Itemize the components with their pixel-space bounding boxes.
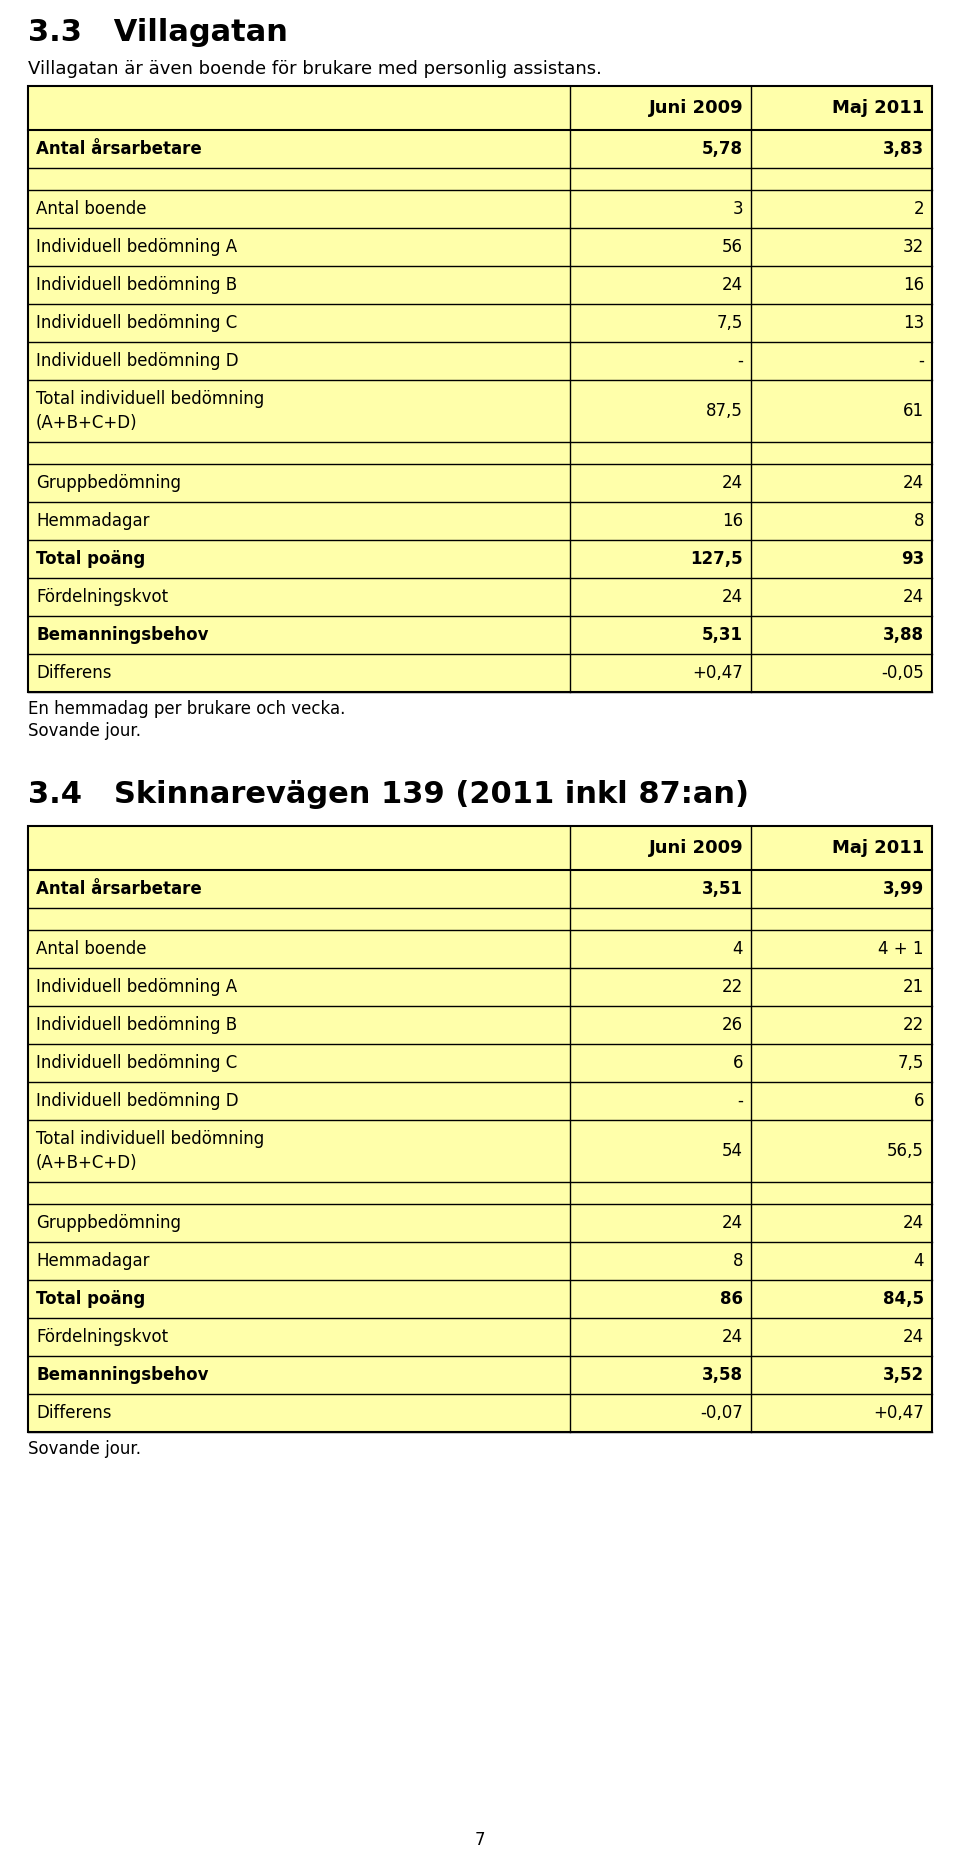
Text: Individuell bedömning B: Individuell bedömning B (36, 1016, 237, 1035)
Text: Differens: Differens (36, 1405, 111, 1422)
Text: 84,5: 84,5 (883, 1291, 924, 1308)
Text: Bemanningsbehov: Bemanningsbehov (36, 1366, 208, 1384)
Text: 8: 8 (732, 1252, 743, 1270)
Text: Antal boende: Antal boende (36, 940, 147, 958)
Text: 24: 24 (902, 588, 924, 605)
Text: 5,31: 5,31 (702, 626, 743, 644)
Text: 3,58: 3,58 (702, 1366, 743, 1384)
Text: 87,5: 87,5 (707, 402, 743, 420)
Text: 24: 24 (902, 1328, 924, 1347)
Text: 16: 16 (902, 276, 924, 293)
Text: Hemmadagar: Hemmadagar (36, 1252, 150, 1270)
Text: 8: 8 (914, 512, 924, 531)
Text: Fördelningskvot: Fördelningskvot (36, 1328, 168, 1347)
Text: 4: 4 (732, 940, 743, 958)
Text: Gruppbedömning: Gruppbedömning (36, 474, 181, 491)
Text: 24: 24 (722, 1214, 743, 1233)
Text: 21: 21 (902, 979, 924, 996)
Text: 13: 13 (902, 314, 924, 333)
Text: Individuell bedömning B: Individuell bedömning B (36, 276, 237, 293)
Text: Total individuell bedömning
(A+B+C+D): Total individuell bedömning (A+B+C+D) (36, 1130, 264, 1171)
Text: 26: 26 (722, 1016, 743, 1035)
Text: Individuell bedömning A: Individuell bedömning A (36, 237, 237, 256)
Bar (28, 826, 932, 1433)
Text: Maj 2011: Maj 2011 (831, 839, 924, 857)
Text: Individuell bedömning D: Individuell bedömning D (36, 351, 239, 370)
Text: -: - (737, 351, 743, 370)
Text: Antal boende: Antal boende (36, 200, 147, 219)
Text: 7: 7 (475, 1831, 485, 1849)
Text: Juni 2009: Juni 2009 (649, 839, 743, 857)
Text: 16: 16 (722, 512, 743, 531)
Text: 24: 24 (722, 588, 743, 605)
Text: Gruppbedömning: Gruppbedömning (36, 1214, 181, 1233)
Text: Bemanningsbehov: Bemanningsbehov (36, 626, 208, 644)
Text: 6: 6 (914, 1093, 924, 1110)
Text: 93: 93 (900, 549, 924, 568)
Text: Individuell bedömning C: Individuell bedömning C (36, 314, 237, 333)
Text: 3.3   Villagatan: 3.3 Villagatan (28, 19, 288, 47)
Text: Maj 2011: Maj 2011 (831, 99, 924, 118)
Text: 24: 24 (902, 474, 924, 491)
Text: 24: 24 (902, 1214, 924, 1233)
Text: 3,88: 3,88 (883, 626, 924, 644)
Text: -: - (918, 351, 924, 370)
Text: +0,47: +0,47 (692, 663, 743, 682)
Text: 22: 22 (902, 1016, 924, 1035)
Text: -: - (737, 1093, 743, 1110)
Text: 2: 2 (913, 200, 924, 219)
Text: 3,52: 3,52 (883, 1366, 924, 1384)
Text: 3,51: 3,51 (702, 880, 743, 899)
Text: 5,78: 5,78 (702, 140, 743, 159)
Text: Total individuell bedömning
(A+B+C+D): Total individuell bedömning (A+B+C+D) (36, 390, 264, 432)
Text: Sovande jour.: Sovande jour. (28, 1440, 141, 1459)
Text: 61: 61 (902, 402, 924, 420)
Text: 56,5: 56,5 (887, 1141, 924, 1160)
Text: 3.4   Skinnarevägen 139 (2011 inkl 87:an): 3.4 Skinnarevägen 139 (2011 inkl 87:an) (28, 781, 749, 809)
Text: Individuell bedömning A: Individuell bedömning A (36, 979, 237, 996)
Text: 3: 3 (732, 200, 743, 219)
Text: 7,5: 7,5 (898, 1054, 924, 1072)
Text: Hemmadagar: Hemmadagar (36, 512, 150, 531)
Bar (28, 86, 932, 691)
Text: Villagatan är även boende för brukare med personlig assistans.: Villagatan är även boende för brukare me… (28, 60, 602, 78)
Text: 24: 24 (722, 474, 743, 491)
Text: 4 + 1: 4 + 1 (878, 940, 924, 958)
Text: -0,07: -0,07 (701, 1405, 743, 1422)
Text: 22: 22 (722, 979, 743, 996)
Text: +0,47: +0,47 (874, 1405, 924, 1422)
Text: 24: 24 (722, 276, 743, 293)
Text: Antal årsarbetare: Antal årsarbetare (36, 880, 202, 899)
Text: 56: 56 (722, 237, 743, 256)
Text: 3,83: 3,83 (883, 140, 924, 159)
Text: 7,5: 7,5 (717, 314, 743, 333)
Text: Differens: Differens (36, 663, 111, 682)
Text: 86: 86 (720, 1291, 743, 1308)
Text: Total poäng: Total poäng (36, 1291, 145, 1308)
Text: Total poäng: Total poäng (36, 549, 145, 568)
Text: Individuell bedömning C: Individuell bedömning C (36, 1054, 237, 1072)
Text: Sovande jour.: Sovande jour. (28, 723, 141, 740)
Text: 4: 4 (914, 1252, 924, 1270)
Text: En hemmadag per brukare och vecka.: En hemmadag per brukare och vecka. (28, 700, 346, 717)
Text: Fördelningskvot: Fördelningskvot (36, 588, 168, 605)
Text: Juni 2009: Juni 2009 (649, 99, 743, 118)
Text: -0,05: -0,05 (881, 663, 924, 682)
Text: Individuell bedömning D: Individuell bedömning D (36, 1093, 239, 1110)
Text: Antal årsarbetare: Antal årsarbetare (36, 140, 202, 159)
Text: 6: 6 (732, 1054, 743, 1072)
Text: 32: 32 (902, 237, 924, 256)
Text: 3,99: 3,99 (883, 880, 924, 899)
Text: 24: 24 (722, 1328, 743, 1347)
Text: 54: 54 (722, 1141, 743, 1160)
Text: 127,5: 127,5 (690, 549, 743, 568)
